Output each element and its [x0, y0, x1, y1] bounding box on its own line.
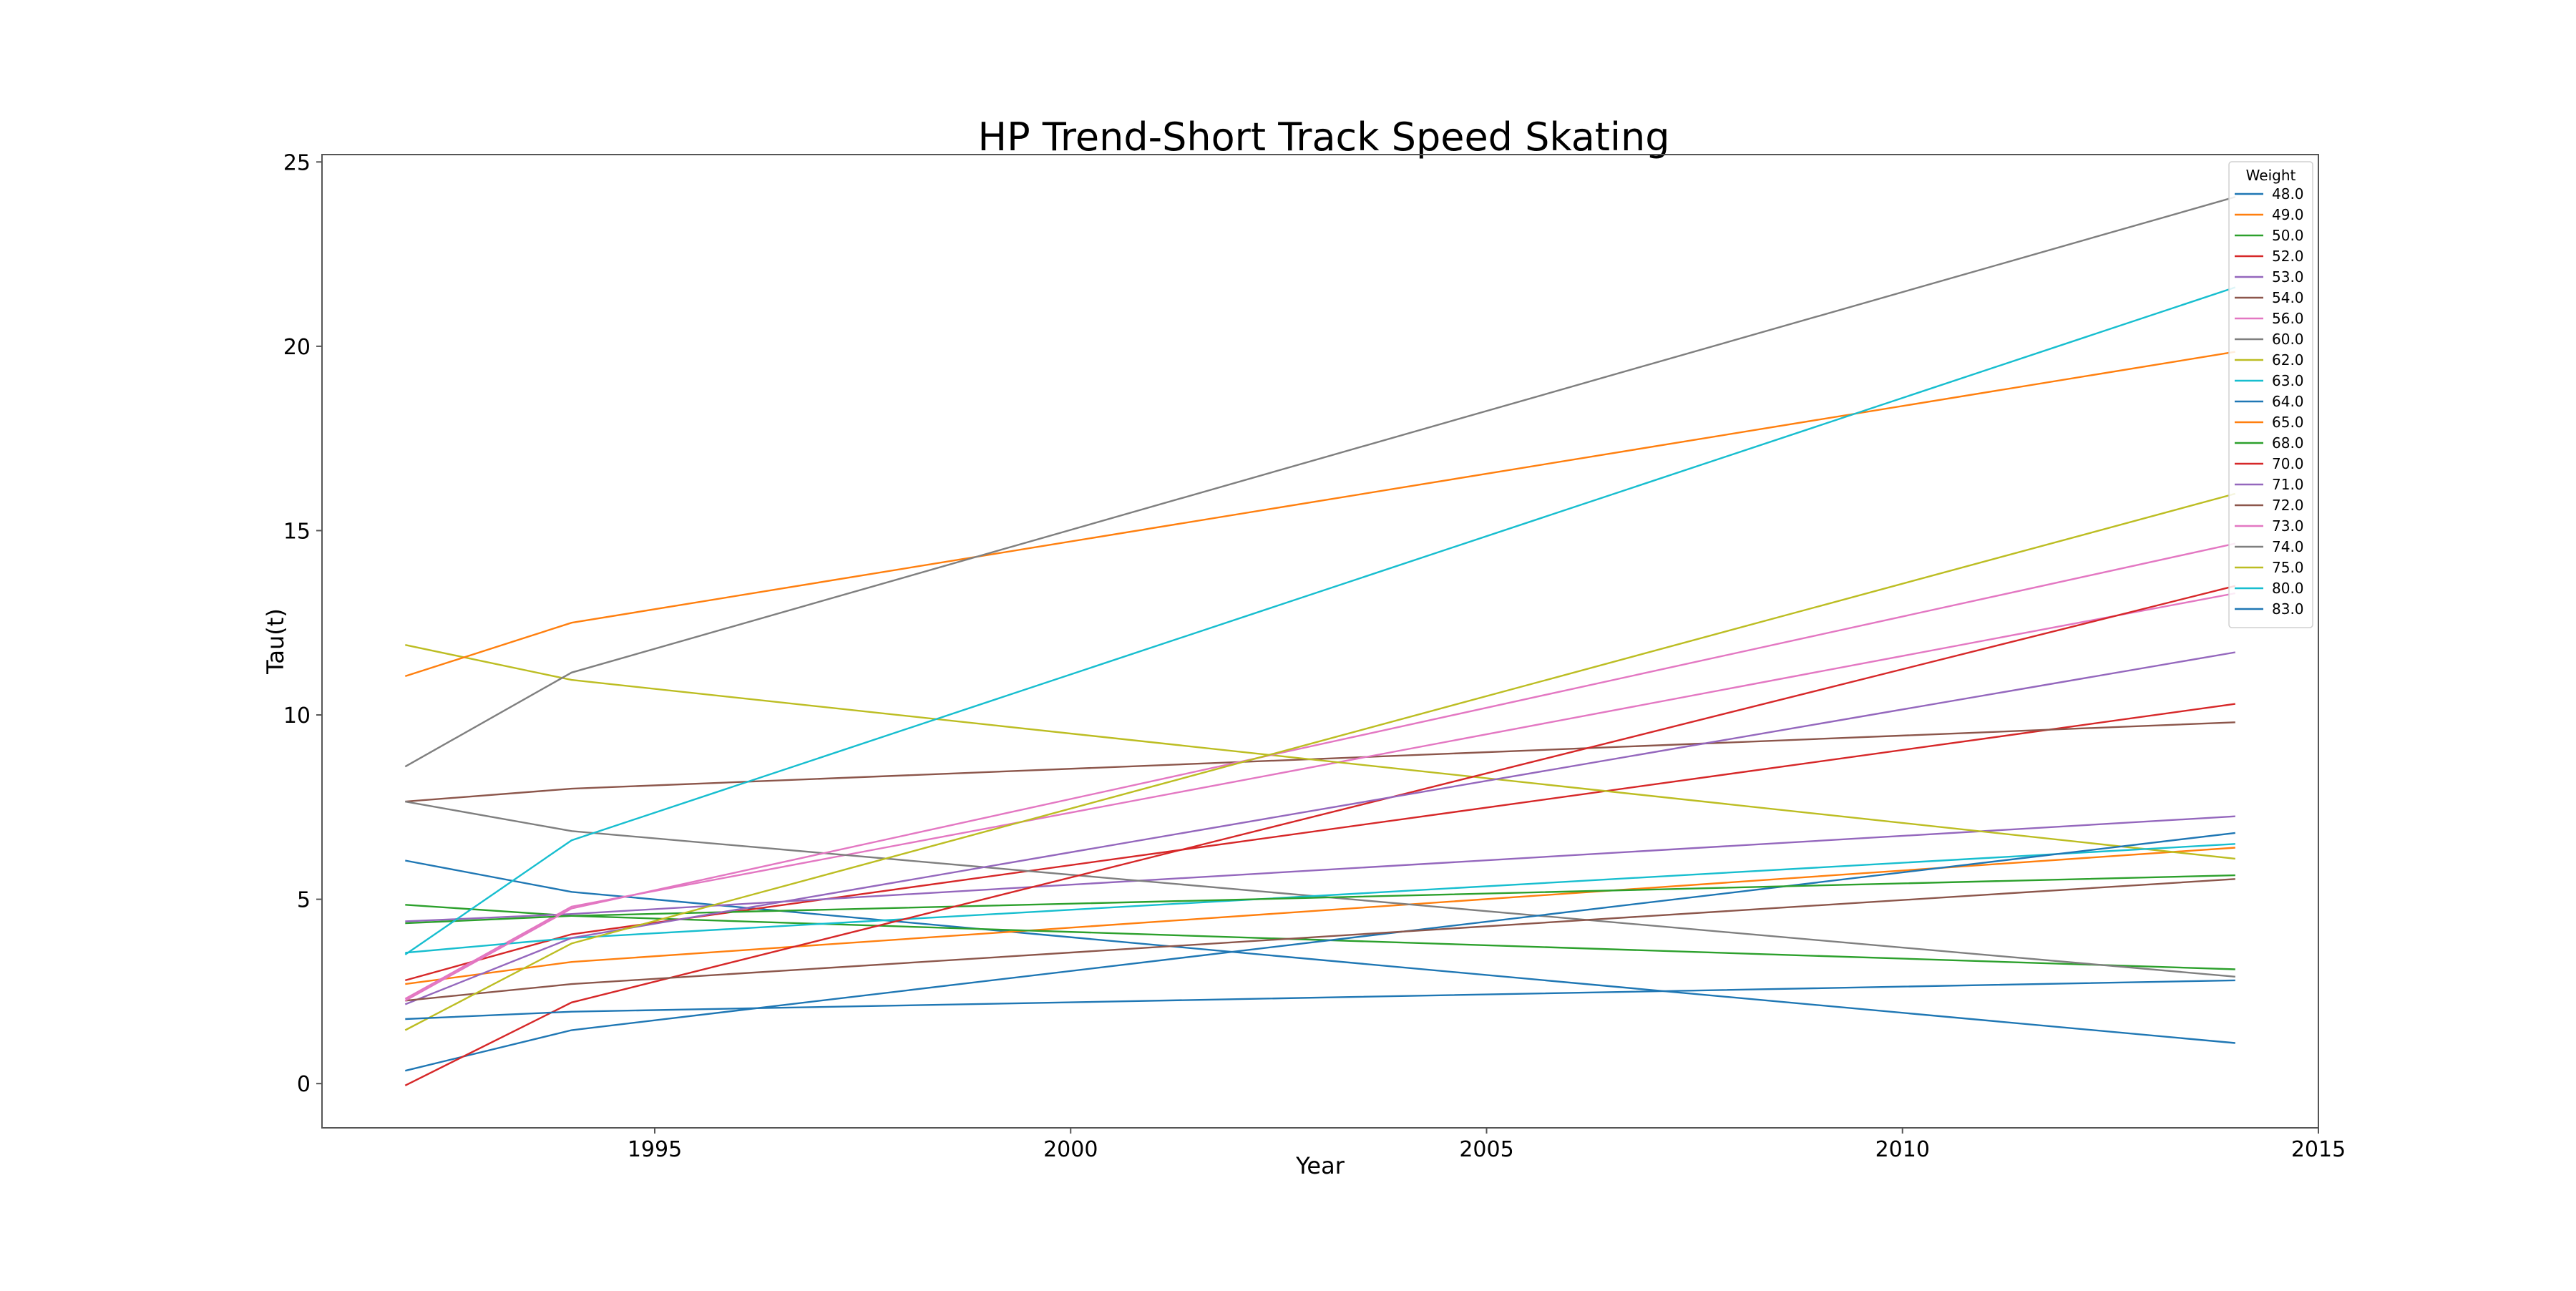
series-line-54.0	[405, 721, 2235, 803]
legend-label: 83.0	[2272, 600, 2304, 618]
series-line-71.0	[404, 651, 2236, 1005]
legend-label: 54.0	[2272, 289, 2304, 306]
series-line-83.0	[405, 979, 2235, 1020]
y-axis: 0 5 10 15 20 25	[283, 150, 322, 1097]
legend-label: 74.0	[2272, 538, 2304, 555]
series-line-75.0	[404, 492, 2236, 1031]
legend-label: 53.0	[2272, 268, 2304, 286]
legend-label: 73.0	[2272, 517, 2304, 535]
y-axis-label: Tau(t)	[262, 608, 289, 675]
legend-label: 50.0	[2272, 227, 2304, 244]
legend-label: 68.0	[2272, 434, 2304, 452]
legend-label: 49.0	[2272, 206, 2304, 223]
legend-label: 75.0	[2272, 559, 2304, 576]
plot-frame	[321, 154, 2319, 1129]
series-line-74.0	[404, 196, 2236, 768]
legend-label: 65.0	[2272, 414, 2304, 431]
x-tick-label: 2010	[1875, 1137, 1930, 1162]
series-lines	[404, 196, 2236, 1086]
y-tick-label: 0	[297, 1072, 311, 1097]
legend-box	[2228, 161, 2313, 628]
series-line-73.0	[404, 542, 2236, 1002]
x-tick-label: 1995	[628, 1137, 682, 1162]
legend-label: 63.0	[2272, 372, 2304, 389]
series-line-48.0	[405, 859, 2235, 1044]
legend-label: 71.0	[2272, 476, 2304, 493]
y-tick-label: 10	[283, 703, 311, 729]
legend-label: 62.0	[2272, 351, 2304, 369]
legend-label: 56.0	[2272, 310, 2304, 327]
x-axis: 1995 2000 2005 2010 2015	[628, 1128, 2346, 1162]
series-line-56.0	[404, 592, 2236, 1000]
x-tick-label: 2000	[1043, 1137, 1098, 1162]
x-tick-label: 2015	[2291, 1137, 2346, 1162]
series-line-62.0	[405, 644, 2235, 860]
y-tick-label: 15	[283, 519, 311, 544]
legend-label: 64.0	[2272, 393, 2304, 410]
series-line-60.0	[405, 800, 2235, 978]
legend-title: Weight	[2246, 167, 2296, 184]
y-tick-label: 20	[283, 335, 311, 360]
series-line-68.0	[405, 874, 2235, 925]
x-axis-label: Year	[1295, 1152, 1345, 1179]
legend-label: 52.0	[2272, 248, 2304, 265]
series-line-70.0	[404, 585, 2236, 1086]
legend-label: 48.0	[2272, 185, 2304, 203]
x-tick-label: 2005	[1459, 1137, 1513, 1162]
series-line-65.0	[404, 351, 2235, 678]
legend-label: 72.0	[2272, 497, 2304, 514]
legend-label: 80.0	[2272, 580, 2304, 597]
series-line-52.0	[404, 703, 2235, 982]
series-line-53.0	[405, 815, 2235, 922]
chart-title: HP Trend-Short Track Speed Skating	[978, 115, 1670, 160]
legend-label: 70.0	[2272, 455, 2304, 472]
legend-label: 60.0	[2272, 331, 2304, 348]
y-tick-label: 5	[297, 888, 311, 913]
y-tick-label: 25	[283, 150, 311, 175]
series-line-49.0	[405, 847, 2235, 985]
series-line-72.0	[405, 878, 2235, 1002]
series-line-80.0	[404, 286, 2236, 955]
